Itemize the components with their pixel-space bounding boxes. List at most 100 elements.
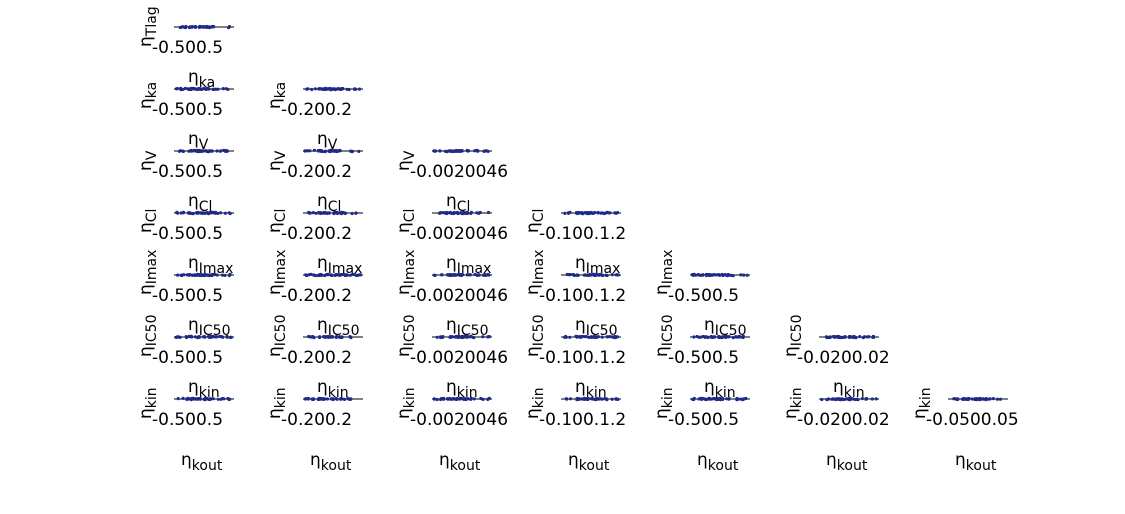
data-point	[350, 149, 355, 153]
data-point	[345, 273, 349, 277]
data-point	[864, 397, 868, 401]
data-point	[697, 397, 701, 401]
data-point	[469, 397, 473, 401]
data-point	[475, 148, 479, 153]
x-tick-labels: -0.500.5	[668, 286, 739, 306]
data-point	[563, 211, 567, 215]
data-point	[973, 397, 977, 401]
data-point	[601, 273, 605, 278]
data-point	[228, 335, 232, 339]
data-point	[739, 273, 743, 277]
data-point	[215, 149, 219, 153]
data-point	[188, 25, 192, 29]
data-point	[593, 273, 597, 277]
bottom-label-0: ηkout	[181, 450, 223, 474]
data-point	[451, 149, 455, 153]
y-axis-label: ηImax	[265, 250, 289, 295]
data-point	[227, 273, 231, 278]
data-point	[711, 397, 715, 401]
data-point	[610, 397, 614, 401]
data-point	[850, 397, 855, 401]
data-point	[198, 25, 202, 29]
data-point	[348, 335, 352, 339]
data-point	[307, 210, 311, 215]
bottom-label-3: ηkout	[568, 450, 610, 474]
data-point	[713, 335, 717, 339]
x-tick-labels: -0.0020046	[410, 224, 508, 244]
data-point	[487, 396, 491, 400]
data-point	[578, 335, 583, 339]
data-point	[180, 273, 184, 278]
data-point	[309, 272, 313, 276]
x-tick-labels: -0.0020046	[410, 348, 508, 368]
data-point	[178, 25, 183, 30]
data-point	[582, 273, 587, 277]
data-point	[324, 335, 328, 339]
data-point	[330, 273, 334, 277]
bottom-axis-label: ηkout	[955, 450, 997, 474]
panel-Imax-vs-Imax: ηImax-0.500.5	[652, 250, 750, 306]
data-point	[460, 335, 464, 339]
data-point	[306, 397, 310, 401]
data-point	[344, 211, 348, 215]
data-point	[468, 273, 472, 277]
data-point	[707, 273, 712, 277]
data-point	[205, 149, 209, 154]
y-axis-label: ηImax	[652, 250, 676, 295]
y-axis-label: ηCl	[394, 209, 418, 233]
data-point	[998, 397, 1003, 401]
data-point	[739, 397, 743, 401]
y-axis-label: ηkin	[394, 387, 418, 419]
x-tick-labels: -0.0020046	[410, 286, 508, 306]
data-point	[204, 87, 208, 91]
data-point	[575, 335, 579, 339]
data-point	[357, 149, 361, 153]
data-point	[207, 25, 212, 30]
data-point	[840, 397, 844, 401]
data-point	[198, 273, 202, 278]
data-point	[433, 273, 437, 277]
data-point	[348, 397, 352, 401]
data-point	[720, 272, 724, 277]
panel-title: ηIC50	[446, 315, 489, 339]
data-point	[352, 87, 356, 91]
data-point	[718, 396, 722, 401]
panel-Cl-vs-Cl: ηCl-0.100.1.2	[523, 209, 626, 244]
data-point	[737, 334, 741, 338]
y-axis-label: ηV	[394, 150, 418, 171]
data-point	[308, 149, 312, 153]
panel-title: ηkin	[575, 377, 607, 401]
data-point	[183, 25, 187, 29]
data-point	[225, 149, 230, 153]
data-point	[311, 211, 315, 215]
bottom-axis-label: ηkout	[181, 450, 223, 474]
data-point	[224, 87, 228, 91]
data-point	[962, 396, 966, 401]
data-point	[596, 211, 600, 215]
data-point	[991, 397, 996, 401]
data-point	[175, 87, 179, 91]
data-point	[564, 334, 568, 339]
data-point	[568, 397, 573, 401]
data-point	[204, 397, 208, 401]
data-point	[178, 335, 182, 339]
y-axis-label: ηImax	[136, 250, 160, 295]
y-axis-label: ηka	[265, 82, 289, 109]
data-point	[216, 397, 220, 401]
panel-title: ηIC50	[575, 315, 618, 339]
data-point	[181, 211, 185, 215]
data-point	[197, 335, 201, 339]
data-point	[486, 210, 491, 215]
data-point	[594, 397, 598, 401]
bottom-label-4: ηkout	[697, 450, 739, 474]
data-point	[203, 211, 208, 215]
panel-title: ηkin	[833, 377, 865, 401]
data-point	[714, 273, 718, 277]
data-point	[203, 272, 207, 277]
data-point	[221, 87, 225, 91]
data-point	[338, 273, 343, 277]
